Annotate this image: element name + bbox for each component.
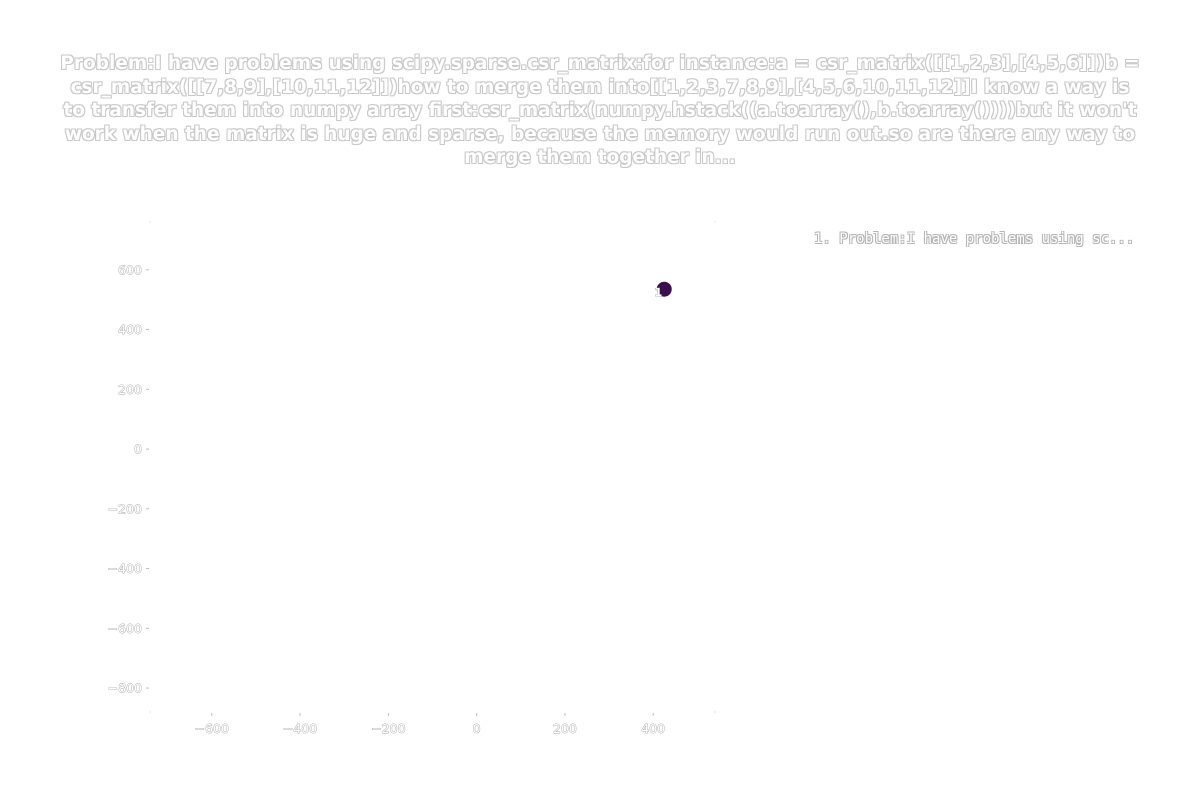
x-tick-label: 400: [641, 721, 665, 736]
data-point: [656, 281, 672, 297]
x-tick-label: −400: [283, 721, 317, 736]
x-tick-label: −600: [195, 721, 229, 736]
x-tick-label: 0: [473, 721, 481, 736]
chart-title: Problem:I have problems using scipy.spar…: [60, 53, 1140, 168]
y-tick-label: −200: [108, 501, 142, 516]
y-tick-label: −800: [108, 681, 142, 696]
y-tick-label: −400: [108, 561, 142, 576]
data-point-label: 1: [654, 286, 662, 299]
y-tick-label: 600: [118, 262, 142, 277]
y-tick-label: −600: [108, 621, 142, 636]
legend-entry: 1. Problem:I have problems using sc...: [814, 231, 1135, 247]
x-tick-label: −200: [371, 721, 405, 736]
y-tick-label: 400: [118, 322, 142, 337]
y-tick-label: 200: [118, 382, 142, 397]
y-tick-label: 0: [134, 442, 142, 457]
x-tick-label: 200: [553, 721, 577, 736]
